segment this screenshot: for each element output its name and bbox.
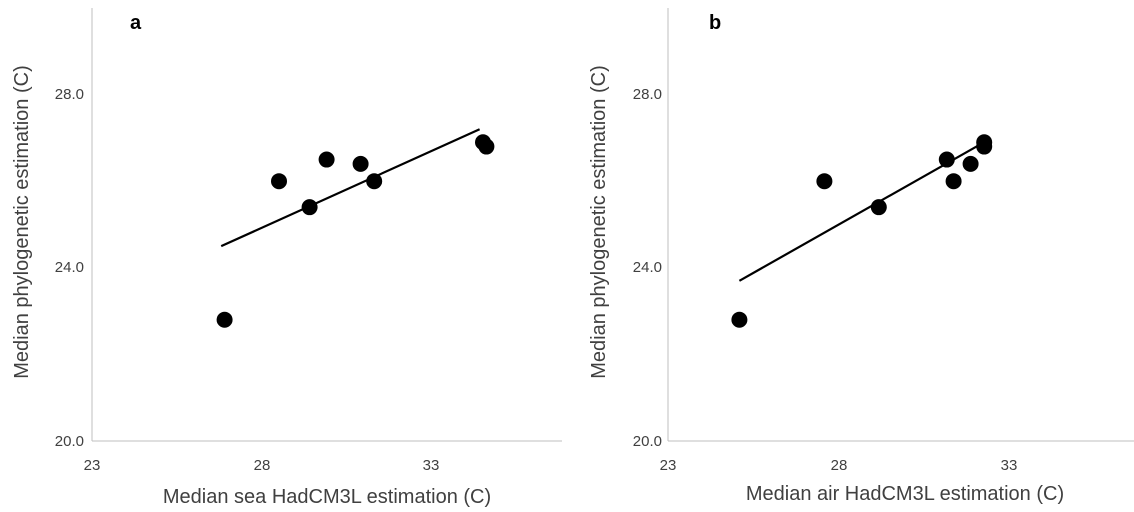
data-point xyxy=(976,138,993,155)
x-axis-title: Median sea HadCM3L estimation (C) xyxy=(163,486,491,508)
data-point xyxy=(870,199,887,216)
data-point xyxy=(366,173,383,190)
y-tick-label: 28.0 xyxy=(55,86,84,103)
x-tick-label: 28 xyxy=(254,457,271,474)
data-point xyxy=(962,155,979,172)
data-point xyxy=(731,311,748,328)
y-tick-label: 20.0 xyxy=(55,433,84,450)
y-tick-label: 24.0 xyxy=(55,259,84,276)
x-axis-title: Median air HadCM3L estimation (C) xyxy=(746,483,1064,505)
x-tick-label: 33 xyxy=(1001,457,1018,474)
x-tick-label: 28 xyxy=(831,457,848,474)
data-point xyxy=(318,151,335,168)
panel-a: a 20.0 24.0 28.0 23 28 33 Median sea Had… xyxy=(11,8,562,508)
x-tick-label: 23 xyxy=(84,457,101,474)
plot-marks xyxy=(216,128,495,328)
panel-b: b 20.0 24.0 28.0 23 28 33 Median air Had… xyxy=(588,8,1134,505)
data-point xyxy=(478,138,495,155)
data-point xyxy=(945,173,962,190)
y-tick-label: 24.0 xyxy=(633,259,662,276)
y-axis-title: Median phylogenetic estimation (C) xyxy=(588,65,610,379)
y-tick-label: 28.0 xyxy=(633,86,662,103)
data-point xyxy=(816,173,833,190)
y-tick-label: 20.0 xyxy=(633,433,662,450)
panel-label: a xyxy=(130,12,142,34)
y-axis-title: Median phylogenetic estimation (C) xyxy=(11,65,33,379)
data-point xyxy=(352,155,369,172)
data-point xyxy=(271,173,287,190)
trendline xyxy=(220,128,481,248)
data-point xyxy=(301,199,318,216)
data-point xyxy=(216,311,233,328)
x-tick-label: 33 xyxy=(423,457,440,474)
x-tick-label: 23 xyxy=(660,457,677,474)
panel-label: b xyxy=(709,12,721,34)
data-point xyxy=(938,151,955,168)
plot-marks xyxy=(731,134,993,328)
